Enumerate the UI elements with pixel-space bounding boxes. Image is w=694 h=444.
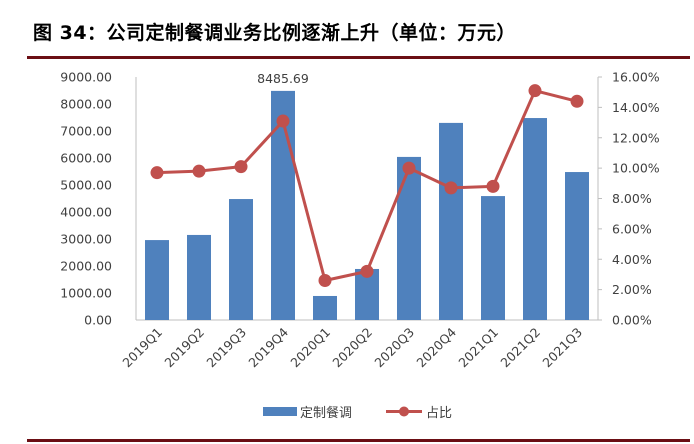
bottom-divider	[27, 439, 690, 442]
x-tick-label: 2020Q2	[329, 325, 375, 371]
left-tick-label: 0.00	[84, 313, 112, 328]
left-tick-label: 9000.00	[60, 70, 112, 85]
left-tick-label: 4000.00	[60, 205, 112, 220]
ratio-marker-2021q1	[486, 179, 500, 193]
ratio-marker-2019q1	[150, 166, 164, 180]
ratio-marker-2020q4	[444, 181, 458, 195]
ratio-marker-2019q2	[192, 164, 206, 178]
x-tick-label: 2019Q1	[119, 325, 165, 371]
right-tick-label: 10.00%	[612, 161, 660, 176]
x-tick-label: 2021Q3	[539, 325, 585, 371]
x-axis-labels: 2019Q12019Q22019Q32019Q42020Q12020Q22020…	[119, 324, 585, 370]
right-tick-label: 12.00%	[612, 130, 660, 145]
left-tick-label: 1000.00	[60, 286, 112, 301]
x-tick-label: 2019Q4	[245, 324, 291, 370]
ratio-marker-2020q2	[360, 264, 374, 278]
top-divider	[27, 56, 690, 59]
legend-line-label: 占比	[426, 406, 452, 421]
legend: 定制餐调 占比	[263, 405, 452, 421]
ratio-line	[156, 89, 578, 283]
left-tick-label: 6000.00	[60, 151, 112, 166]
x-tick-label: 2021Q2	[497, 325, 543, 371]
data-label-2019q4: 8485.69	[257, 71, 309, 86]
left-tick-label: 3000.00	[60, 232, 112, 247]
left-tick-label: 2000.00	[60, 259, 112, 274]
ratio-marker-2019q4	[276, 114, 290, 128]
bar-2019q2	[187, 234, 211, 320]
legend-bar-swatch	[263, 407, 297, 416]
right-tick-label: 14.00%	[612, 100, 660, 115]
right-tick-label: 2.00%	[612, 282, 652, 297]
ratio-marker-2019q3	[234, 160, 248, 174]
ratio-marker-2020q3	[402, 161, 416, 175]
bar-2020q3	[397, 156, 421, 320]
x-tick-label: 2020Q1	[287, 325, 333, 371]
legend-line-marker	[399, 406, 409, 417]
bar-series	[145, 90, 589, 321]
chart-title: 图 34：公司定制餐调业务比例逐渐上升（单位：万元）	[33, 22, 517, 44]
x-tick-label: 2021Q1	[455, 325, 501, 371]
left-tick-label: 7000.00	[60, 124, 112, 139]
bar-2020q4	[439, 122, 463, 321]
x-tick-label: 2019Q2	[161, 325, 207, 371]
bar-2019q1	[145, 240, 169, 320]
ratio-marker-2021q3	[570, 94, 584, 108]
left-axis-ticks: 0.00 1000.00 2000.00 3000.00 4000.00 5000.00 6…	[60, 70, 112, 328]
ratio-marker-2021q2	[528, 84, 542, 98]
right-tick-label: 16.00%	[612, 70, 660, 85]
bar-2020q1	[313, 295, 337, 320]
right-tick-label: 0.00%	[612, 313, 652, 328]
x-tick-label: 2020Q3	[371, 325, 417, 371]
right-tick-label: 8.00%	[612, 191, 652, 206]
left-tick-label: 8000.00	[60, 97, 112, 112]
x-tick-label: 2019Q3	[203, 325, 249, 371]
line-series	[150, 84, 584, 288]
bar-2021q3	[565, 172, 589, 320]
right-tick-label: 6.00%	[612, 221, 652, 236]
right-axis-ticks: 0.00% 2.00% 4.00% 6.00% 8.00% 10.00% 12.00% 14.…	[598, 70, 660, 328]
right-tick-label: 4.00%	[612, 252, 652, 267]
bar-2021q1	[481, 196, 505, 320]
legend-bar-label: 定制餐调	[300, 405, 352, 421]
left-tick-label: 5000.00	[60, 178, 112, 193]
bar-2019q3	[229, 199, 253, 320]
x-tick-label: 2020Q4	[413, 324, 459, 370]
bar-2021q2	[523, 118, 547, 320]
ratio-marker-2020q1	[318, 274, 332, 288]
